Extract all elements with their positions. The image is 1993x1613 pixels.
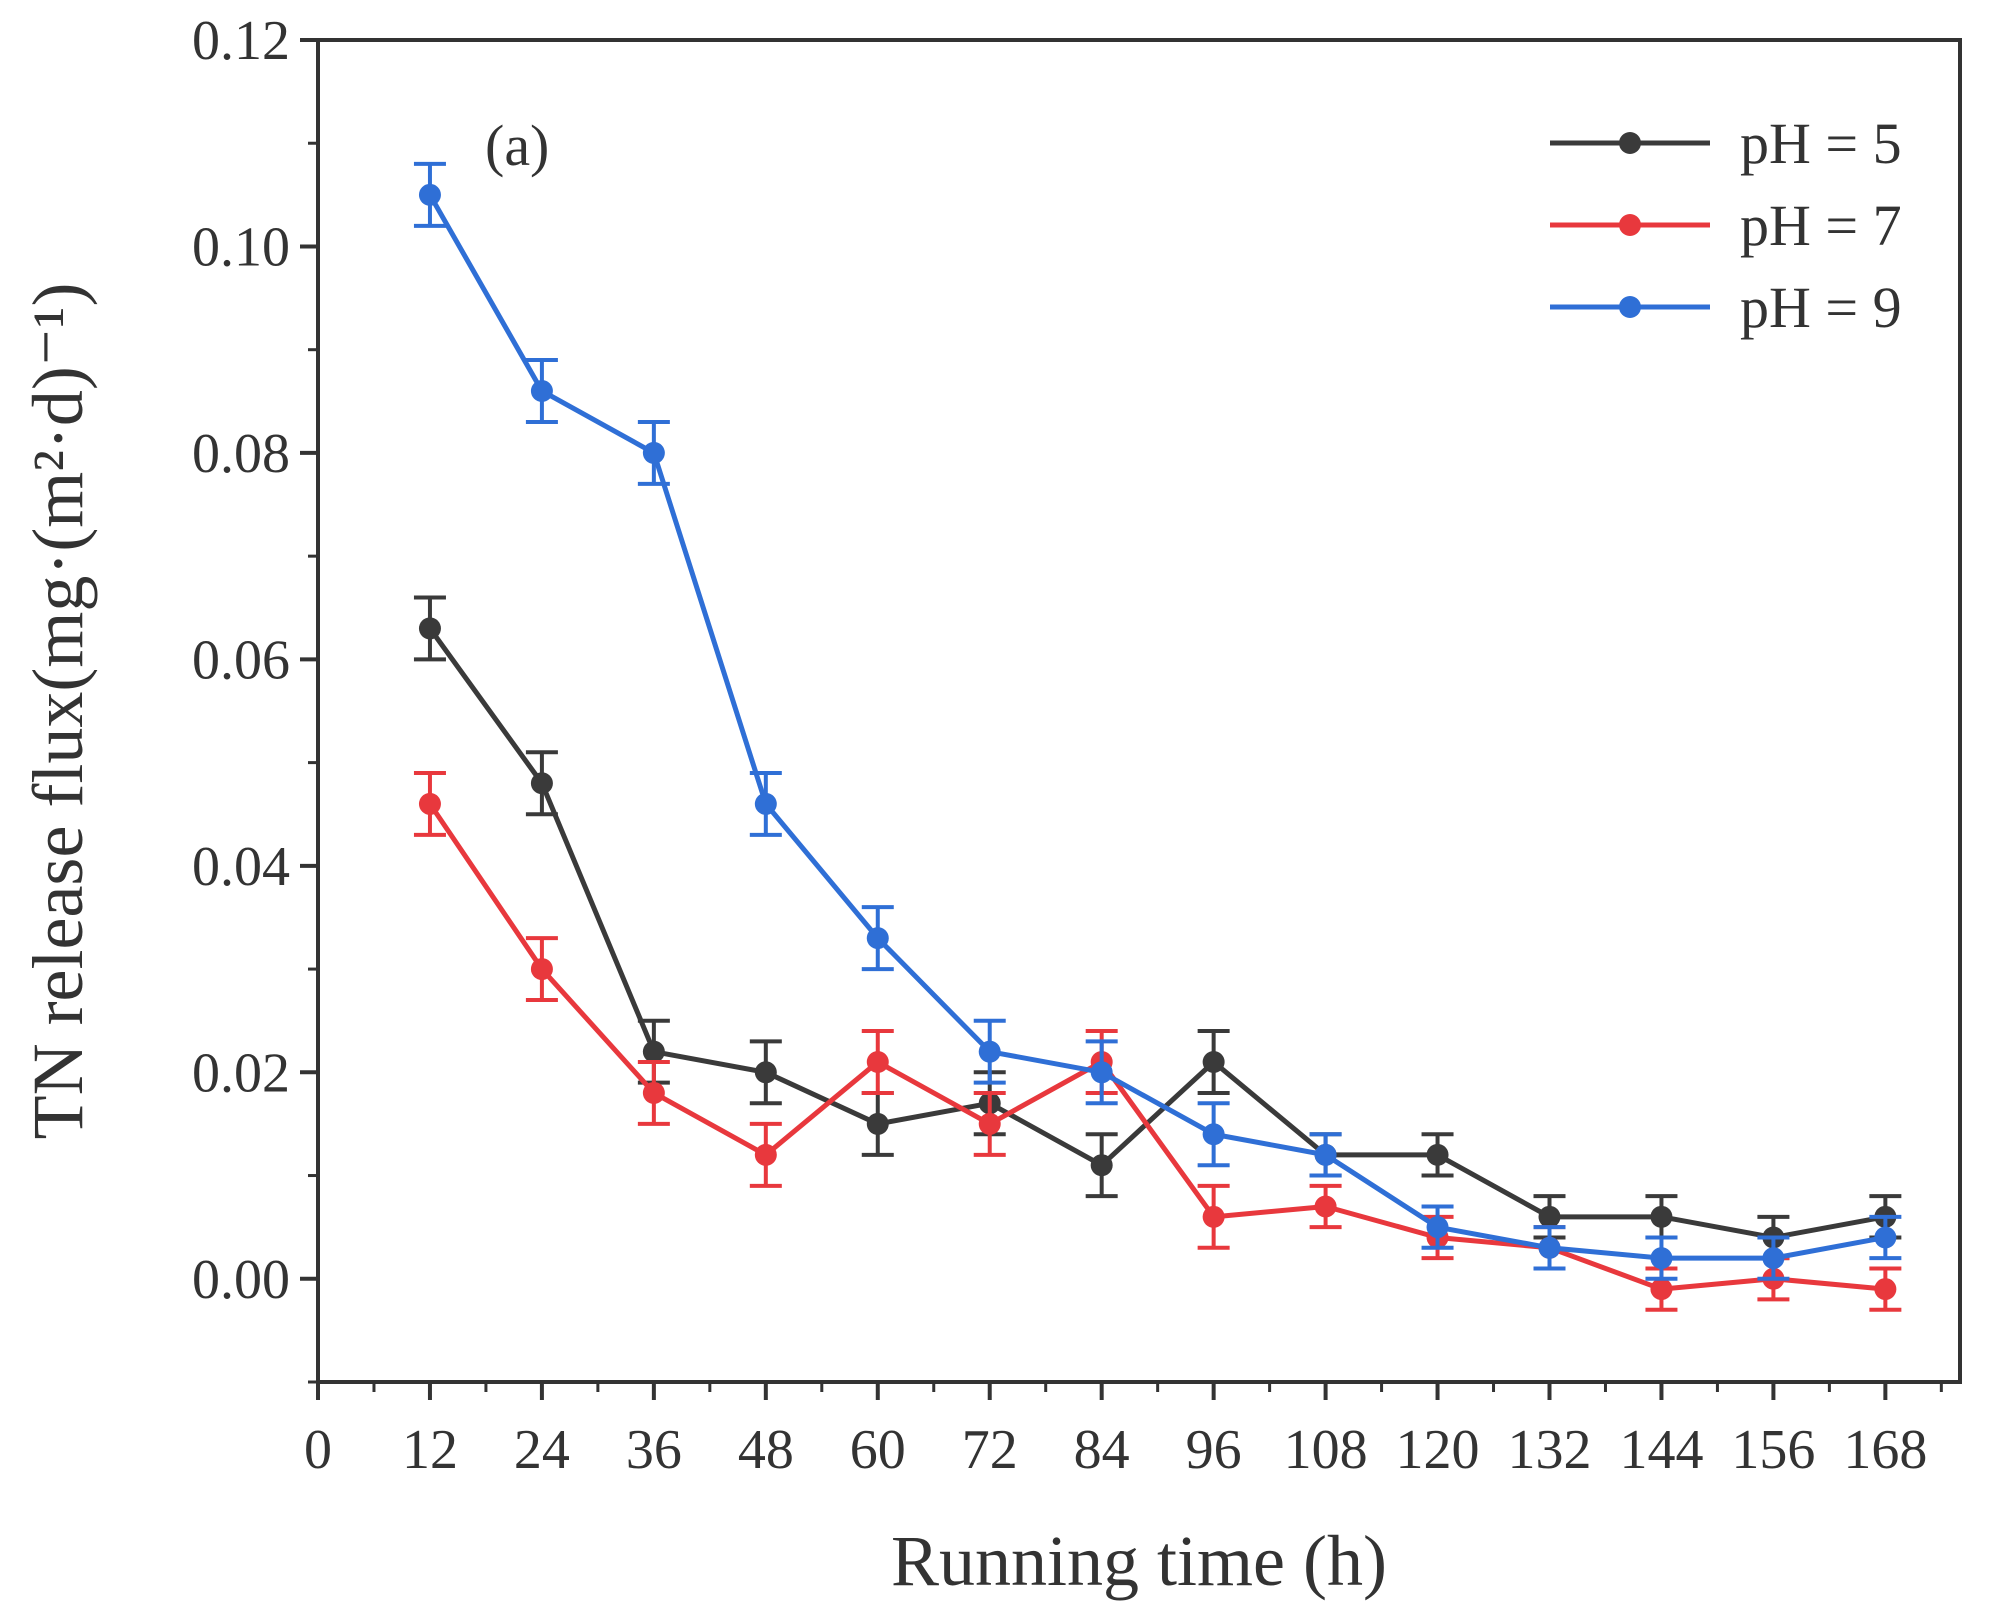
x-tick-label: 156 [1731,1419,1815,1481]
data-point [1762,1247,1785,1270]
data-point [530,958,553,981]
data-point [1650,1278,1673,1301]
x-tick-label: 36 [626,1419,682,1481]
legend-item: pH = 7 [1550,193,1902,258]
data-point [418,792,441,815]
data-point [1202,1123,1225,1146]
legend-label: pH = 7 [1740,193,1902,258]
data-point [1538,1236,1561,1259]
data-point [754,1143,777,1166]
x-tick-label: 12 [402,1419,458,1481]
legend-marker [1619,214,1641,236]
series-line [427,193,1886,1261]
data-point [642,441,665,464]
y-tick-label: 0.12 [192,10,290,72]
series-3 [413,161,1902,1281]
legend-marker [1619,132,1641,154]
series-layer [413,161,1902,1312]
legend-label: pH = 9 [1740,275,1902,340]
data-point [754,1061,777,1084]
data-point [866,1050,889,1073]
data-point [418,183,441,206]
data-point [978,1112,1001,1135]
data-point [530,379,553,402]
y-tick-label: 0.02 [192,1042,290,1104]
data-point [866,927,889,950]
data-point [978,1040,1001,1063]
y-tick-label: 0.06 [192,629,290,691]
data-point [418,617,441,640]
data-point [754,792,777,815]
y-axis-title: TN release flux(mg·(m²·d)⁻¹) [18,283,98,1140]
x-tick-label: 96 [1186,1419,1242,1481]
x-tick-label: 60 [850,1419,906,1481]
x-tick-label: 132 [1508,1419,1592,1481]
x-axis-title: Running time (h) [891,1521,1387,1601]
y-tick-label: 0.00 [192,1249,290,1311]
data-point [642,1040,665,1063]
series-1 [413,595,1902,1261]
y-tick-label: 0.08 [192,423,290,485]
legend-item: pH = 5 [1550,111,1902,176]
legend: pH = 5 pH = 7 pH = 9 [1550,111,1902,340]
data-point [1426,1216,1449,1239]
data-point [642,1081,665,1104]
x-tick-label: 48 [738,1419,794,1481]
x-tick-label: 72 [962,1419,1018,1481]
data-point [1650,1247,1673,1270]
data-point [1426,1143,1449,1166]
legend-item: pH = 9 [1550,275,1902,340]
x-axis-ticks: 0 12 24 36 48 60 72 84 96 108 120 132 144 156 168 [304,1382,1943,1481]
data-point [1090,1154,1113,1177]
data-point [1538,1205,1561,1228]
series-2 [413,770,1902,1312]
y-tick-label: 0.04 [192,836,290,898]
x-tick-label: 120 [1396,1419,1480,1481]
panel-label: (a) [485,113,549,178]
x-tick-label: 168 [1843,1419,1927,1481]
data-point [1314,1143,1337,1166]
x-tick-label: 144 [1619,1419,1703,1481]
data-point [1202,1050,1225,1073]
data-point [1314,1195,1337,1218]
data-point [1650,1205,1673,1228]
data-point [866,1112,889,1135]
data-point [530,772,553,795]
data-point [1202,1205,1225,1228]
y-axis-ticks: 0.00 0.02 0.04 0.06 0.08 0.10 0.12 [192,10,318,1384]
legend-marker [1619,296,1641,318]
data-point [1090,1061,1113,1084]
series-line [427,626,1886,1240]
legend-label: pH = 5 [1740,111,1902,176]
data-point [1874,1278,1897,1301]
series-line [427,802,1886,1292]
x-tick-label: 0 [304,1419,332,1481]
x-tick-label: 84 [1074,1419,1130,1481]
data-point [1874,1226,1897,1249]
x-tick-label: 108 [1284,1419,1368,1481]
plot-frame [316,38,1962,1384]
y-tick-label: 0.10 [192,216,290,278]
x-tick-label: 24 [514,1419,570,1481]
